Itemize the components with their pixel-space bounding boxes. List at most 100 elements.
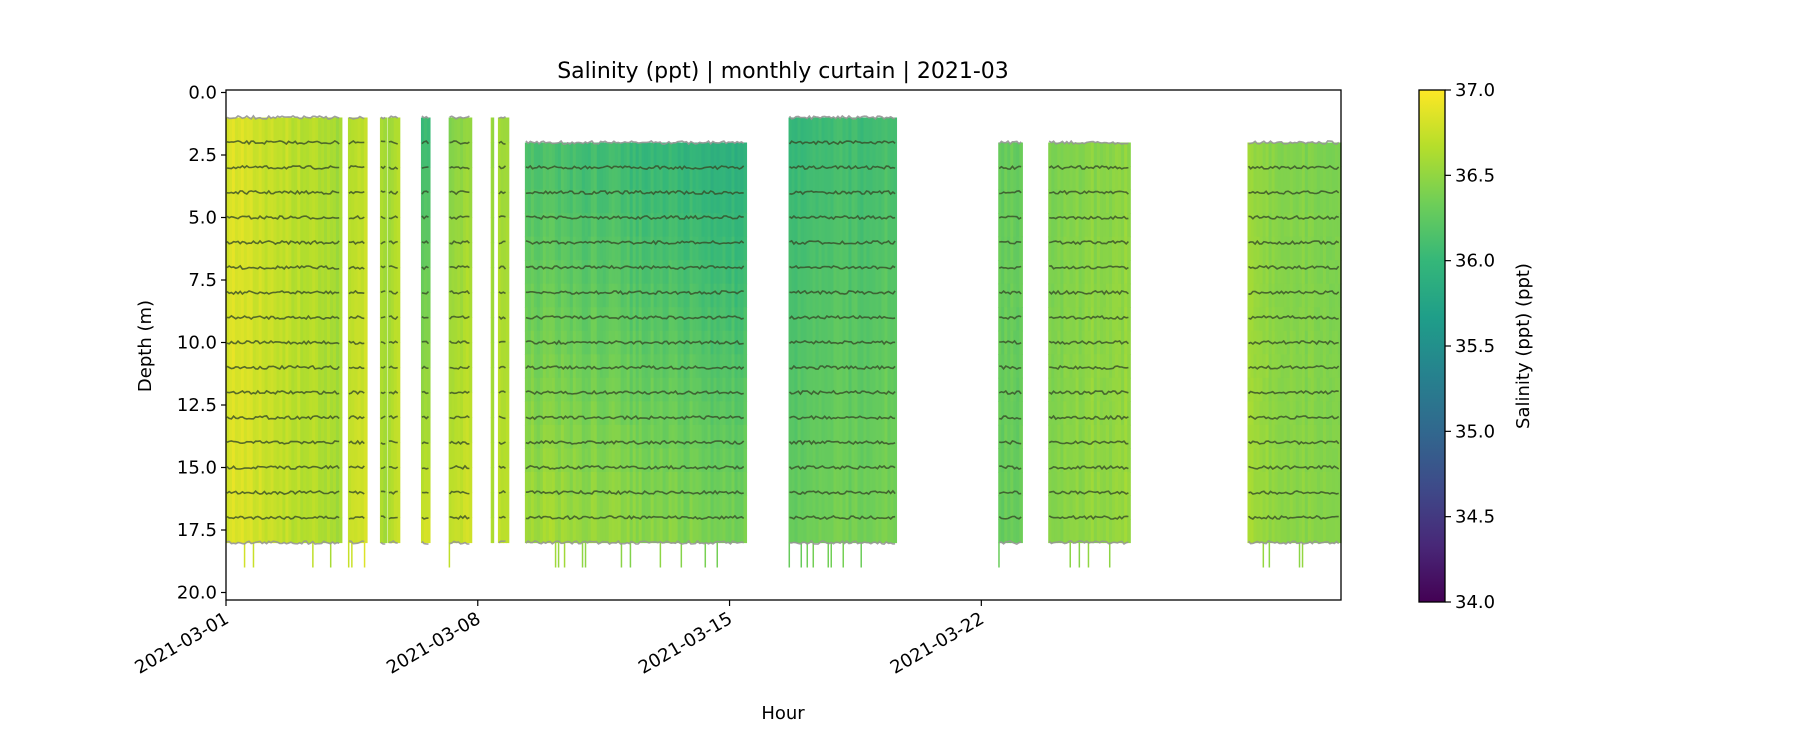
curtain-cell bbox=[797, 242, 802, 269]
curtain-cell bbox=[620, 471, 625, 497]
curtain-cell bbox=[249, 467, 254, 494]
curtain-cell bbox=[460, 217, 464, 244]
curtain-cell bbox=[878, 517, 883, 544]
curtain-cell bbox=[1112, 448, 1116, 473]
curtain-cell bbox=[243, 317, 248, 344]
curtain-cell bbox=[1292, 213, 1297, 238]
curtain-cell bbox=[566, 377, 571, 402]
curtain-cell bbox=[1334, 377, 1339, 402]
curtain-cell bbox=[680, 260, 685, 285]
curtain-cell bbox=[800, 142, 805, 169]
curtain-cell bbox=[611, 495, 616, 520]
curtain-cell bbox=[833, 217, 838, 244]
curtain-cell bbox=[1301, 166, 1306, 191]
curtain-cell bbox=[261, 142, 266, 169]
curtain-cell bbox=[527, 518, 532, 544]
curtain-cell bbox=[1337, 354, 1342, 379]
curtain-cell bbox=[833, 367, 838, 394]
depth-trace bbox=[226, 389, 340, 395]
curtain-cell bbox=[1057, 307, 1061, 332]
curtain-cell bbox=[674, 166, 679, 191]
curtain-cell bbox=[240, 142, 245, 169]
curtain-cell bbox=[551, 495, 556, 520]
curtain-cell bbox=[800, 117, 805, 144]
curtain-cell bbox=[1250, 471, 1255, 497]
curtain-cell bbox=[1331, 354, 1336, 379]
curtain-cell bbox=[845, 142, 850, 169]
curtain-cell bbox=[719, 307, 724, 332]
curtain-cell bbox=[605, 354, 610, 379]
curtain-cell bbox=[737, 260, 742, 285]
curtain-cell bbox=[707, 424, 712, 449]
curtain-cell bbox=[228, 242, 233, 269]
curtain-cell bbox=[1265, 307, 1270, 332]
curtain-cell bbox=[1051, 471, 1055, 497]
curtain-cell bbox=[457, 442, 461, 469]
curtain-cell bbox=[704, 307, 709, 332]
curtain-cell bbox=[641, 142, 646, 167]
curtain-cell bbox=[1048, 330, 1052, 355]
curtain-cell bbox=[620, 260, 625, 285]
curtain-cell bbox=[551, 448, 556, 473]
curtain-cell bbox=[497, 267, 502, 294]
curtain-cell bbox=[647, 424, 652, 449]
curtain-cell bbox=[878, 317, 883, 344]
curtain-cell bbox=[845, 492, 850, 519]
curtain-cell bbox=[383, 242, 388, 269]
curtain-cell bbox=[662, 213, 667, 238]
curtain-cell bbox=[1307, 166, 1312, 191]
curtain-cell bbox=[842, 217, 847, 244]
curtain-cell bbox=[273, 192, 278, 219]
curtain-cell bbox=[704, 189, 709, 214]
curtain-cell bbox=[839, 517, 844, 544]
depth-trace bbox=[498, 540, 506, 544]
curtain-cell bbox=[617, 424, 622, 449]
curtain-cell bbox=[1295, 189, 1300, 214]
curtain-cell bbox=[294, 492, 298, 519]
curtain-cell bbox=[674, 236, 679, 261]
curtain-cell bbox=[1057, 495, 1061, 520]
curtain-cell bbox=[252, 517, 257, 544]
curtain-cell bbox=[599, 495, 604, 520]
curtain-cell bbox=[527, 260, 532, 285]
curtain-cell bbox=[812, 517, 817, 544]
curtain-cell bbox=[875, 417, 880, 444]
curtain-cell bbox=[731, 354, 736, 379]
curtain-cell bbox=[722, 142, 727, 167]
depth-trace bbox=[226, 515, 340, 521]
curtain-cell bbox=[309, 267, 313, 294]
curtain-segment bbox=[379, 116, 388, 545]
curtain-cell bbox=[719, 448, 724, 473]
curtain-cell bbox=[460, 467, 464, 494]
curtain-cell bbox=[387, 267, 392, 294]
curtain-cell bbox=[1247, 471, 1252, 497]
curtain-cell bbox=[297, 192, 301, 219]
curtain-cell bbox=[647, 142, 652, 167]
curtain-cell bbox=[1063, 495, 1068, 520]
curtain-cell bbox=[1274, 448, 1279, 473]
curtain-cell bbox=[1127, 307, 1131, 332]
depth-trace bbox=[999, 240, 1022, 245]
curtain-cell bbox=[1051, 354, 1055, 379]
curtain-cell bbox=[1019, 189, 1023, 214]
curtain-cell bbox=[423, 267, 428, 294]
curtain-cell bbox=[1099, 424, 1104, 449]
curtain-cell bbox=[818, 292, 823, 319]
depth-trace bbox=[388, 540, 398, 544]
curtain-cell bbox=[321, 142, 325, 169]
curtain-cell bbox=[842, 317, 847, 344]
curtain-cell bbox=[632, 518, 637, 544]
curtain-cell bbox=[605, 166, 610, 191]
depth-trace bbox=[525, 414, 745, 421]
curtain-cell bbox=[393, 492, 398, 519]
curtain-cell bbox=[611, 213, 616, 238]
curtain-cell bbox=[249, 417, 254, 444]
curtain-cell bbox=[719, 166, 724, 191]
curtain-drop bbox=[243, 542, 246, 568]
curtain-cell bbox=[1292, 377, 1297, 402]
sample-points bbox=[1048, 139, 1129, 546]
curtain-cell bbox=[734, 260, 739, 285]
curtain-cell bbox=[1301, 377, 1306, 402]
curtain-cell bbox=[288, 167, 292, 194]
curtain-cell bbox=[611, 518, 616, 544]
